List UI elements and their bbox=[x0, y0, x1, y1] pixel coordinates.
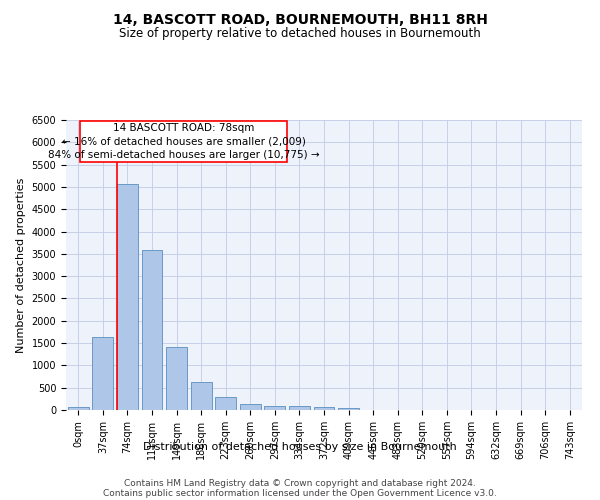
Text: 14, BASCOTT ROAD, BOURNEMOUTH, BH11 8RH: 14, BASCOTT ROAD, BOURNEMOUTH, BH11 8RH bbox=[113, 12, 487, 26]
Bar bbox=[191, 382, 212, 410]
Bar bbox=[314, 408, 334, 410]
Bar bbox=[265, 406, 286, 410]
Bar bbox=[68, 407, 89, 410]
Text: Distribution of detached houses by size in Bournemouth: Distribution of detached houses by size … bbox=[143, 442, 457, 452]
FancyBboxPatch shape bbox=[80, 121, 287, 162]
Bar bbox=[215, 397, 236, 410]
Bar bbox=[92, 337, 113, 410]
Text: ← 16% of detached houses are smaller (2,009): ← 16% of detached houses are smaller (2,… bbox=[62, 136, 305, 146]
Bar bbox=[142, 250, 163, 410]
Bar bbox=[240, 404, 261, 410]
Text: Contains public sector information licensed under the Open Government Licence v3: Contains public sector information licen… bbox=[103, 490, 497, 498]
Bar bbox=[117, 184, 138, 410]
Y-axis label: Number of detached properties: Number of detached properties bbox=[16, 178, 26, 352]
Bar bbox=[289, 406, 310, 410]
Text: Contains HM Land Registry data © Crown copyright and database right 2024.: Contains HM Land Registry data © Crown c… bbox=[124, 480, 476, 488]
Text: 84% of semi-detached houses are larger (10,775) →: 84% of semi-detached houses are larger (… bbox=[48, 150, 320, 160]
Text: 14 BASCOTT ROAD: 78sqm: 14 BASCOTT ROAD: 78sqm bbox=[113, 124, 254, 134]
Text: Size of property relative to detached houses in Bournemouth: Size of property relative to detached ho… bbox=[119, 28, 481, 40]
Bar bbox=[166, 347, 187, 410]
Bar bbox=[338, 408, 359, 410]
